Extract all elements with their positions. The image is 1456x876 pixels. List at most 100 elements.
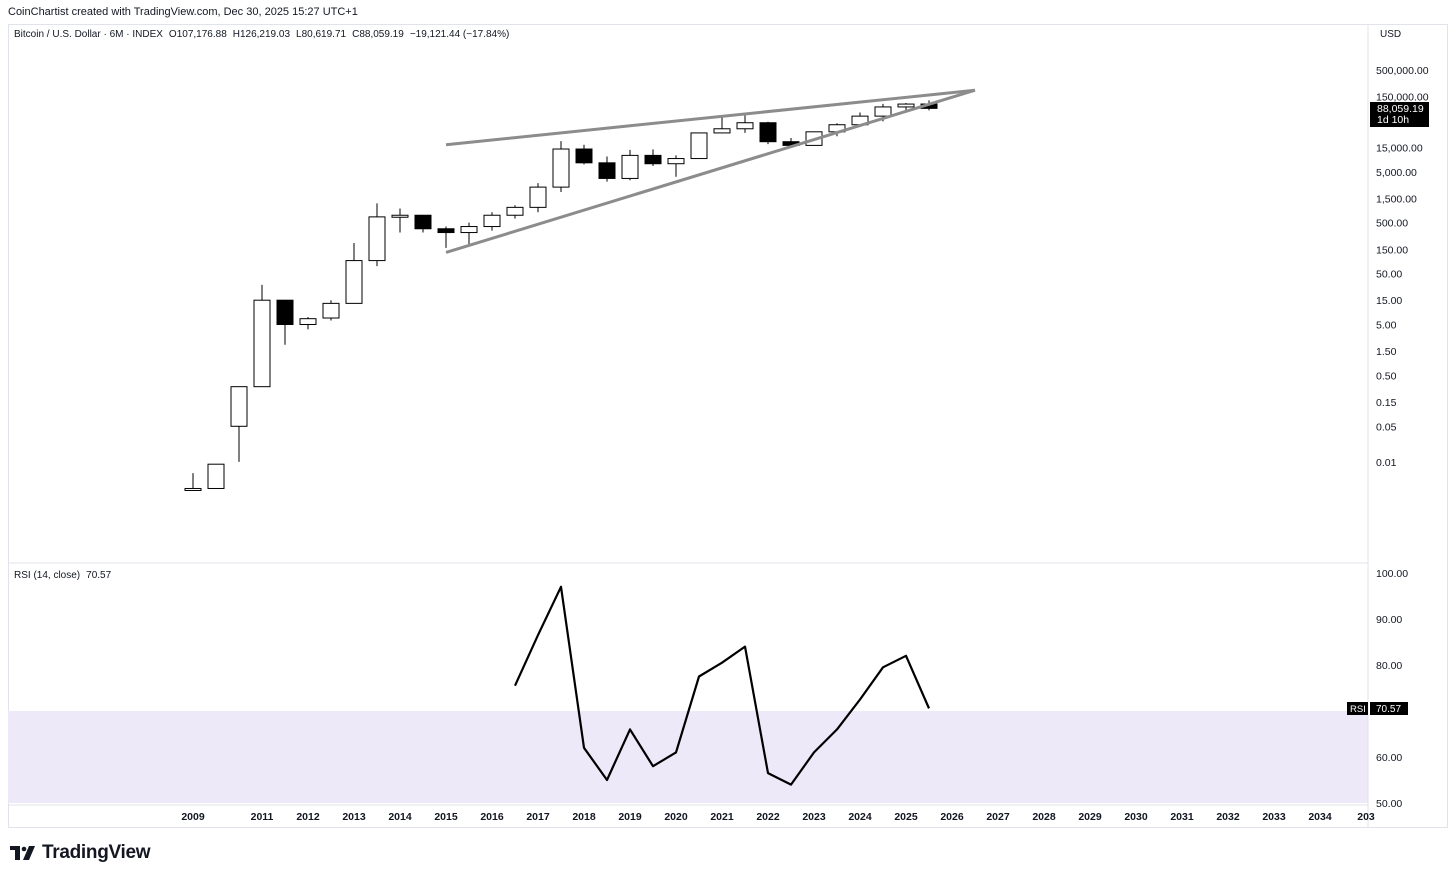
last-price-box: [1370, 102, 1429, 127]
candle: [184, 473, 202, 491]
rsi-legend[interactable]: RSI (14, close) 70.57: [14, 570, 117, 581]
candle-body: [437, 228, 455, 234]
candle: [299, 317, 317, 330]
countdown-value: 1d 10h: [1377, 114, 1409, 126]
currency-label[interactable]: USD: [1380, 29, 1402, 40]
candle-body: [414, 214, 432, 230]
year-tick-label: 2020: [664, 811, 688, 823]
candle-body: [230, 386, 248, 427]
year-tick-label: 2019: [618, 811, 642, 823]
candle-body: [644, 154, 662, 165]
tradingview-logo[interactable]: TradingView: [10, 842, 151, 864]
rsi-band: [8, 711, 1368, 803]
price-tick-label: 1,500.00: [1376, 193, 1417, 205]
year-tick-label: 2012: [296, 811, 320, 823]
price-tick-label: 150.00: [1376, 244, 1408, 256]
candle-body: [690, 132, 708, 160]
year-tick-label: 2025: [894, 811, 918, 823]
candle: [345, 242, 363, 304]
candle: [690, 132, 708, 160]
candle: [230, 386, 248, 462]
candle-body: [207, 463, 225, 489]
year-tick-label: 2033: [1262, 811, 1286, 823]
candle-body: [552, 148, 570, 188]
tradingview-logo-icon: [10, 846, 35, 860]
rsi-value-box: [1370, 702, 1408, 715]
year-tick-label: 2031: [1170, 811, 1194, 823]
rsi-title: RSI (14, close): [14, 570, 81, 581]
candle: [368, 203, 386, 267]
year-tick-label: 2009: [181, 811, 205, 823]
candle-body: [253, 299, 271, 388]
candle-body: [575, 148, 593, 164]
year-tick-label: 2022: [756, 811, 780, 823]
candle-body: [368, 216, 386, 262]
candle: [460, 222, 478, 246]
rsi-axis-labels: 100.00 90.00 80.00 60.00 50.00: [1376, 568, 1408, 810]
candle: [276, 299, 294, 345]
candle-body: [391, 214, 409, 218]
price-tick-label: 0.05: [1376, 421, 1397, 433]
wedge-upper-line[interactable]: [445, 88, 976, 147]
candles-group: [184, 100, 938, 491]
rsi-tag-label: RSI: [1350, 704, 1366, 715]
candle-body: [897, 103, 915, 108]
year-tick-label: 2021: [710, 811, 734, 823]
candle-body: [322, 302, 340, 319]
candle: [529, 183, 547, 213]
year-tick-label: 2030: [1124, 811, 1148, 823]
year-tick-label: 203: [1357, 811, 1375, 823]
rsi-line[interactable]: [513, 585, 931, 786]
candle-body: [874, 106, 892, 117]
price-tick-label: 15,000.00: [1376, 143, 1423, 155]
price-tick-label: 0.15: [1376, 397, 1397, 409]
tradingview-wordmark: TradingView: [42, 842, 151, 863]
candle-body: [736, 122, 754, 130]
candle: [759, 121, 777, 145]
candle: [506, 205, 524, 219]
rsi-series: [513, 585, 931, 786]
year-tick-label: 2013: [342, 811, 366, 823]
candle: [644, 149, 662, 166]
rsi-tick-label: 90.00: [1376, 614, 1402, 626]
year-tick-label: 2015: [434, 811, 458, 823]
price-tick-label: 1.50: [1376, 346, 1397, 358]
wedge-lower-line[interactable]: [445, 88, 976, 254]
year-tick-label: 2027: [986, 811, 1010, 823]
candle-body: [598, 162, 616, 179]
chart-credit: CoinChartist created with TradingView.co…: [8, 6, 358, 18]
candle-body: [529, 186, 547, 208]
rsi-value-label: 70.57: [1376, 704, 1401, 715]
ohlc-open: O107,176.88: [168, 29, 227, 40]
year-tick-label: 2017: [526, 811, 550, 823]
candle: [667, 155, 685, 177]
price-tick-label: 15.00: [1376, 295, 1402, 307]
rsi-tick-label: 60.00: [1376, 752, 1402, 764]
ohlc-close: C88,059.19: [352, 29, 404, 40]
year-tick-label: 2032: [1216, 811, 1240, 823]
candle-body: [460, 226, 478, 234]
candle: [575, 144, 593, 165]
symbol-legend[interactable]: Bitcoin / U.S. Dollar · 6M · INDEX O107,1…: [14, 29, 515, 40]
rsi-tick-label: 80.00: [1376, 660, 1402, 672]
last-price-value: 88,059.19: [1377, 103, 1424, 115]
price-tick-label: 50.00: [1376, 269, 1402, 281]
candle-body: [759, 122, 777, 143]
candle-body: [345, 260, 363, 304]
time-axis-labels: 2009 2011 2012 2013 2014 2015 2016 2017 2018 2019…: [181, 811, 1375, 823]
candle: [621, 149, 639, 181]
year-tick-label: 2034: [1308, 811, 1332, 823]
price-tick-label: 5.00: [1376, 319, 1397, 331]
price-tick-label: 500,000.00: [1376, 65, 1429, 77]
year-tick-label: 2029: [1078, 811, 1102, 823]
price-tick-label: 5,000.00: [1376, 167, 1417, 179]
price-tick-label: 500.00: [1376, 218, 1408, 230]
candle-body: [184, 487, 202, 491]
last-price-tag: 88,059.19 1d 10h: [1370, 102, 1429, 127]
ohlc-low: L80,619.71: [296, 29, 347, 40]
year-tick-label: 2018: [572, 811, 596, 823]
candle: [736, 113, 754, 133]
wedge-lines: [445, 88, 976, 254]
price-tick-label: 0.50: [1376, 370, 1397, 382]
